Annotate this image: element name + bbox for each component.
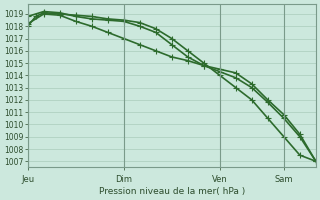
X-axis label: Pression niveau de la mer( hPa ): Pression niveau de la mer( hPa ) <box>99 187 245 196</box>
